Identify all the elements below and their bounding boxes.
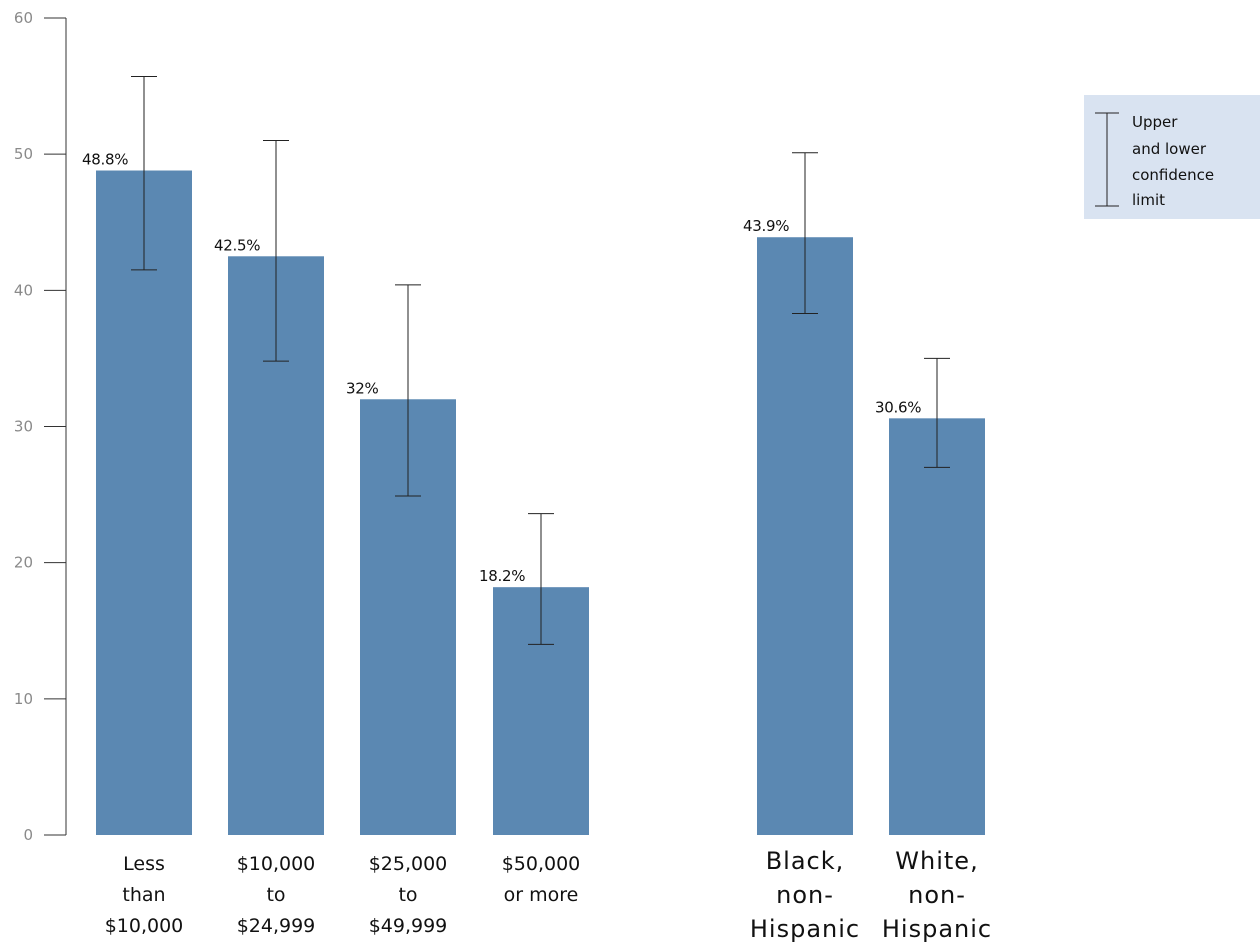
data-label: 43.9% bbox=[743, 217, 789, 235]
error-bars bbox=[131, 76, 950, 645]
x-tick-label: Less bbox=[123, 853, 165, 875]
x-tick-label: Black, bbox=[766, 847, 845, 875]
x-tick-label: $10,000 bbox=[105, 915, 184, 937]
x-tick-label: or more bbox=[504, 884, 579, 906]
x-tick-label: White, bbox=[895, 847, 978, 875]
bar bbox=[96, 170, 192, 836]
x-tick-label: to bbox=[266, 884, 285, 906]
legend-line: confidence bbox=[1132, 166, 1214, 184]
legend-line: and lower bbox=[1132, 140, 1207, 158]
x-tick-label: $50,000 bbox=[502, 853, 581, 875]
x-tick-label: $24,999 bbox=[237, 915, 316, 937]
legend: Upper and lower confidence limit bbox=[1084, 95, 1260, 219]
data-label: 42.5% bbox=[214, 236, 260, 254]
category-labels: Less than $10,000 $10,000 to $24,999 $25,000 to… bbox=[105, 847, 992, 943]
x-tick-label: Hispanic bbox=[750, 915, 860, 943]
legend-line: limit bbox=[1132, 191, 1165, 209]
data-label: 32% bbox=[346, 379, 378, 397]
bar bbox=[889, 418, 985, 835]
x-tick-label: non- bbox=[908, 881, 966, 909]
x-tick-label: than bbox=[122, 884, 165, 906]
y-tick-label: 0 bbox=[23, 826, 33, 844]
bar bbox=[757, 237, 853, 835]
legend-box bbox=[1084, 95, 1260, 219]
y-tick-label: 20 bbox=[14, 554, 33, 572]
y-tick-label: 60 bbox=[14, 9, 33, 27]
x-tick-label: Hispanic bbox=[882, 915, 992, 943]
y-tick-label: 50 bbox=[14, 145, 33, 163]
legend-line: Upper bbox=[1132, 113, 1178, 131]
x-tick-label: $10,000 bbox=[237, 853, 316, 875]
y-tick-label: 10 bbox=[14, 690, 33, 708]
data-label: 30.6% bbox=[875, 398, 921, 416]
x-tick-label: $49,999 bbox=[369, 915, 448, 937]
x-tick-label: to bbox=[398, 884, 417, 906]
x-tick-label: non- bbox=[776, 881, 834, 909]
bars bbox=[96, 170, 985, 836]
x-tick-label: $25,000 bbox=[369, 853, 448, 875]
data-label: 18.2% bbox=[479, 567, 525, 585]
y-tick-label: 40 bbox=[14, 281, 33, 299]
data-label: 48.8% bbox=[82, 151, 128, 169]
y-tick-label: 30 bbox=[14, 418, 33, 436]
y-axis: 0 10 20 30 40 50 60 bbox=[14, 9, 67, 844]
value-labels: 48.8% 42.5% 32% 18.2% 43.9% 30.6% bbox=[82, 151, 921, 586]
